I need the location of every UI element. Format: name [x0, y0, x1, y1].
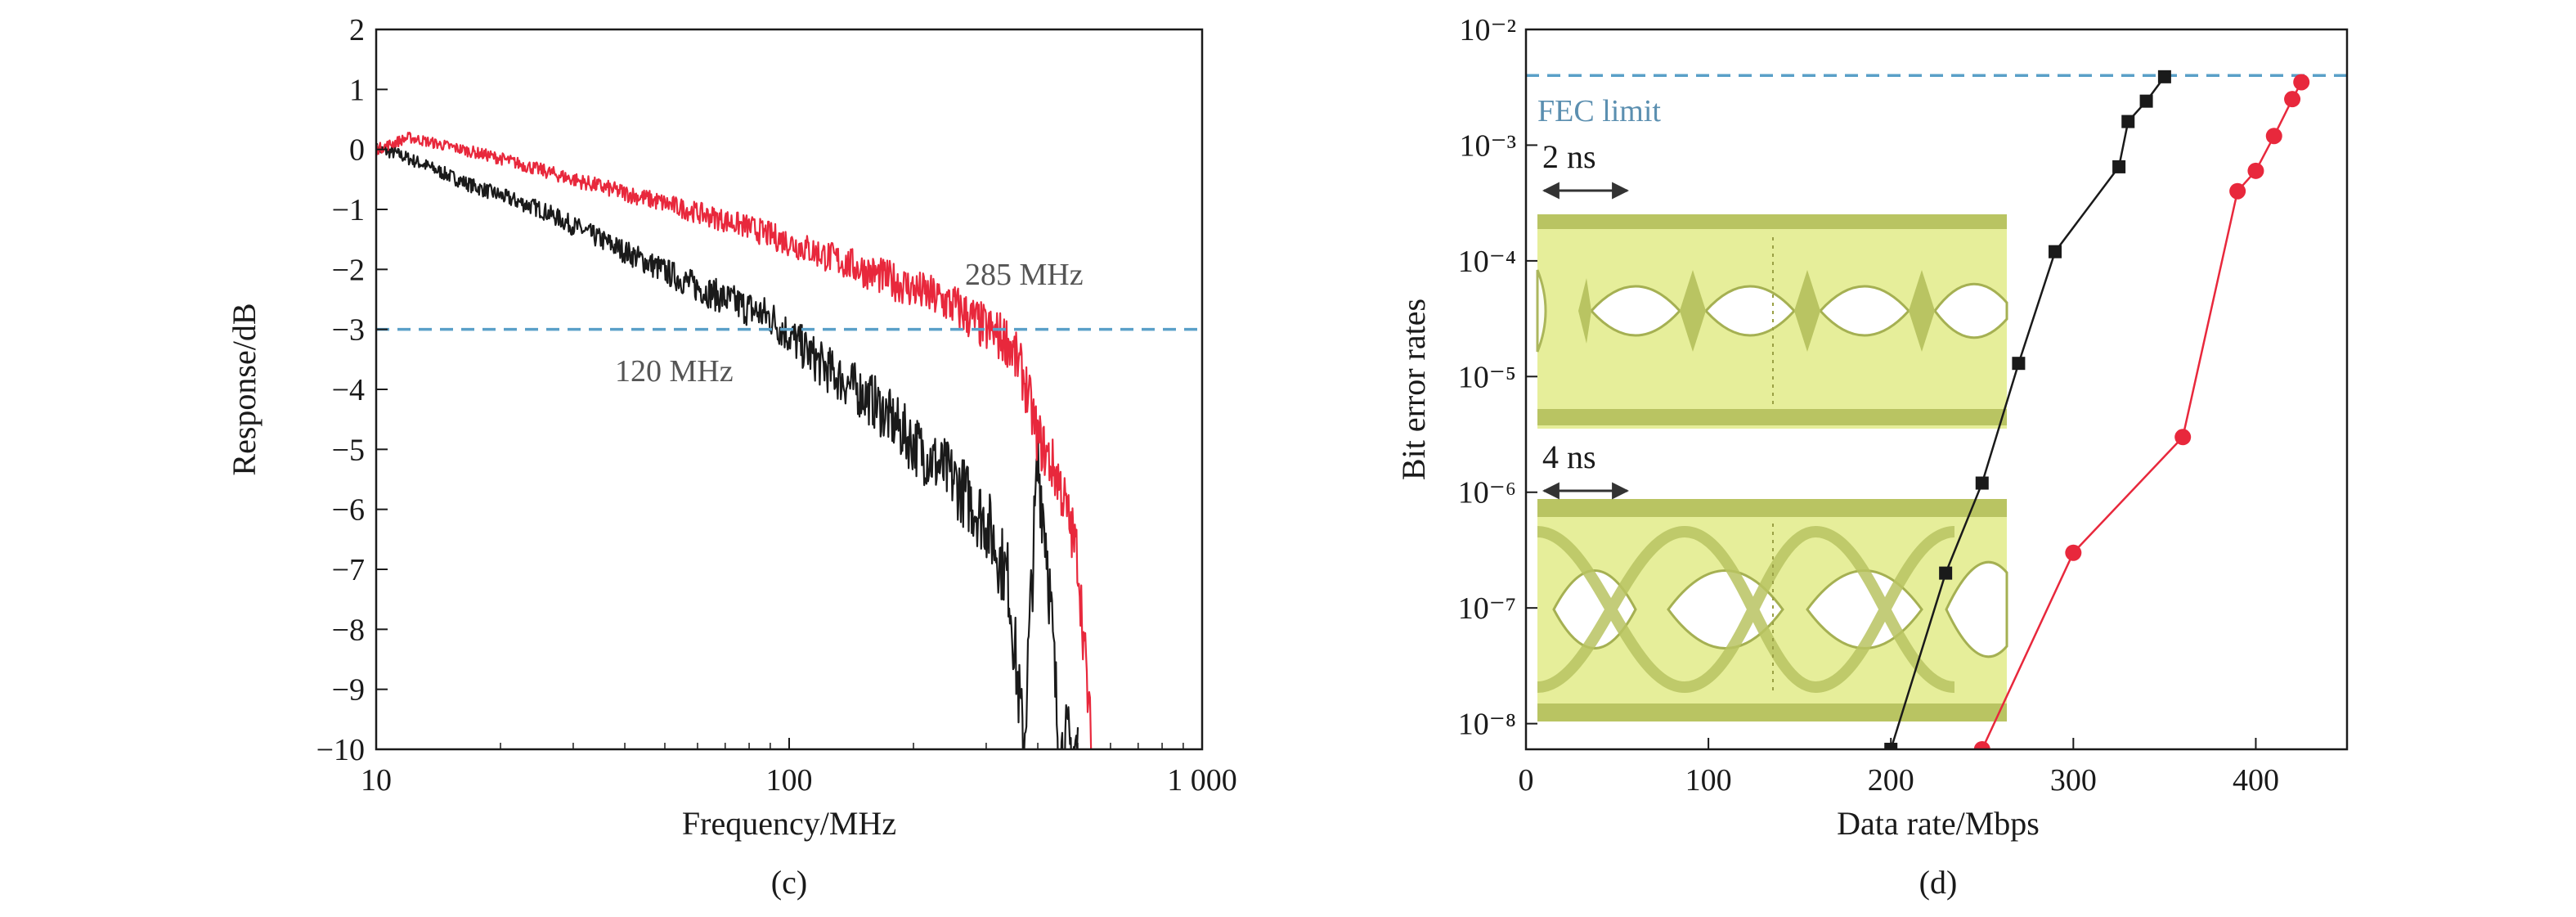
panel-c-xtick-label: 10 — [361, 763, 392, 798]
inset-2ns-label: 2 ns — [1542, 138, 1596, 175]
panel-c-xlabel: Frequency/MHz — [682, 805, 896, 842]
panel-d-ytick-label: 10⁻⁵ — [1458, 360, 1516, 394]
panel-d-xtick-label: 300 — [2050, 763, 2097, 798]
panel-d-marker-circle — [2065, 544, 2082, 561]
panel-d-marker-square — [1939, 566, 1953, 580]
panel-c-ylabel: Response/dB — [226, 303, 263, 475]
panel-d-marker-circle — [2247, 162, 2264, 179]
panel-c-axes-frame — [375, 28, 1204, 751]
panel-d-ylabel: Bit error rates — [1395, 299, 1432, 480]
panel-c-ytick-label: −10 — [316, 733, 365, 767]
panel-c-xtick-label: 100 — [766, 763, 813, 798]
panel-c-ytick-label: −5 — [332, 433, 365, 467]
panel-d-ytick-label: 10⁻⁶ — [1458, 476, 1516, 510]
panel-c-ytick-label: 0 — [349, 133, 365, 168]
panel-c-ytick-label: −1 — [332, 193, 365, 227]
panel-c-ytick-label: −3 — [332, 313, 365, 348]
panel-d-marker-circle — [2174, 429, 2192, 446]
panel-c-ytick-label: 1 — [349, 73, 365, 107]
panel-d-xtick-label: 100 — [1685, 763, 1732, 798]
panel-d-marker-square — [1975, 476, 1989, 490]
panel-d-marker-circle — [2229, 182, 2246, 200]
panel-d-marker-circle — [2265, 128, 2282, 145]
panel-d-marker-square — [2049, 245, 2062, 258]
panel-d-marker-square — [2139, 94, 2153, 108]
panel-d-ytick-label: 10⁻² — [1460, 13, 1516, 47]
panel-c-annotation-285: 285 MHz — [965, 258, 1084, 292]
panel-c-ytick-label: −9 — [332, 673, 365, 708]
panel-d-ticks: 0 100 200 300 400 10⁻⁸ 10⁻⁷ 10⁻⁶ 10⁻⁵ 10⁻⁴ 10⁻³ 10⁻… — [1458, 13, 2279, 798]
panel-d-xtick-label: 400 — [2233, 763, 2279, 798]
panel-c-series-red-line — [376, 132, 1093, 749]
eye-diagram-4ns — [1537, 499, 2008, 721]
panel-d-xtick-label: 200 — [1868, 763, 1914, 798]
panel-d-axes-frame — [1524, 28, 2349, 751]
panel-c-ytick-label: 2 — [349, 13, 365, 47]
fec-limit-label: FEC limit — [1537, 94, 1661, 128]
panel-c-plot-area — [376, 132, 1202, 749]
panel-d-series-red-line — [1981, 81, 2303, 749]
panel-d-marker-square — [2121, 115, 2135, 128]
panel-d-marker-circle — [2293, 74, 2310, 91]
panel-d-marker-square — [2112, 160, 2126, 173]
inset-4ns-label: 4 ns — [1542, 438, 1596, 475]
panel-d-ytick-label: 10⁻⁷ — [1458, 591, 1516, 626]
panel-c-series-black-line — [376, 142, 1079, 749]
panel-d: 0 100 200 300 400 10⁻⁸ 10⁻⁷ 10⁻⁶ 10⁻⁵ 10⁻⁴ 10⁻³ 10⁻… — [1395, 13, 2349, 901]
panel-d-plot-area — [1526, 70, 2347, 749]
panel-c-ytick-label: −6 — [332, 493, 365, 528]
panel-c-ytick-label: −8 — [332, 613, 365, 647]
panel-d-label: (d) — [1919, 864, 1958, 901]
panel-d-ytick-label: 10⁻³ — [1460, 128, 1516, 163]
panel-d-marker-circle — [2284, 91, 2301, 108]
panel-c-annotation-120: 120 MHz — [615, 354, 734, 389]
panel-c-ytick-label: −4 — [332, 373, 365, 407]
panel-d-marker-circle — [1973, 741, 1990, 749]
panel-d-xtick-label: 0 — [1519, 763, 1534, 798]
panel-c-label: (c) — [771, 864, 807, 901]
panel-c-ytick-label: −7 — [332, 553, 365, 587]
panel-d-xlabel: Data rate/Mbps — [1837, 805, 2040, 842]
panel-c-ytick-label: −2 — [332, 253, 365, 287]
panel-d-ytick-label: 10⁻⁸ — [1458, 708, 1516, 742]
panel-d-marker-square — [2012, 357, 2026, 371]
panel-d-ytick-label: 10⁻⁴ — [1458, 245, 1516, 279]
panel-c-xtick-label: 1 000 — [1167, 763, 1237, 798]
panel-d-marker-square — [2157, 70, 2171, 83]
